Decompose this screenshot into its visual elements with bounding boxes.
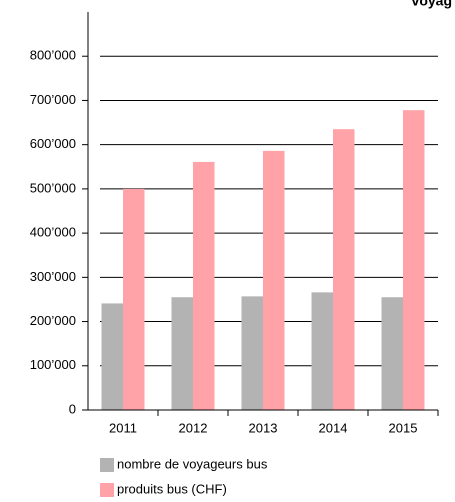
y-tick-label: 400’000 (30, 225, 76, 240)
y-tick-label: 700’000 (30, 92, 76, 107)
legend-swatch (100, 483, 114, 497)
legend-swatch (100, 458, 114, 472)
bar (311, 292, 333, 410)
y-tick-label: 300’000 (30, 269, 76, 284)
x-tick-label: 2015 (389, 420, 418, 435)
bar (263, 150, 285, 410)
y-tick-label: 200’000 (30, 313, 76, 328)
chart-title: voyag (412, 0, 452, 9)
legend-label: nombre de voyageurs bus (117, 456, 268, 471)
bar (101, 303, 123, 410)
y-tick-label: 600’000 (30, 136, 76, 151)
bar (241, 296, 263, 410)
x-tick-label: 2011 (109, 420, 137, 435)
legend-label: produits bus (CHF) (117, 481, 227, 496)
bar (403, 110, 425, 410)
x-tick-label: 2014 (319, 420, 348, 435)
bar (123, 188, 145, 410)
y-tick-label: 100’000 (30, 357, 76, 372)
y-tick-label: 0 (69, 401, 76, 416)
x-tick-label: 2013 (249, 420, 278, 435)
bar (381, 297, 403, 410)
x-tick-label: 2012 (179, 420, 208, 435)
y-tick-label: 800’000 (30, 48, 76, 63)
bar (193, 161, 215, 410)
bar (171, 297, 193, 410)
y-tick-label: 500’000 (30, 180, 76, 195)
bar (333, 129, 355, 410)
